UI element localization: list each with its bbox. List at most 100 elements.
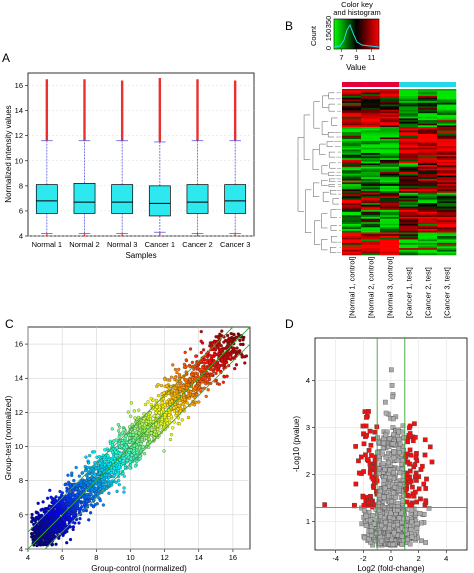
scatter-point [61,520,65,524]
heatmap-cell [399,208,419,211]
scatter-point [127,448,131,452]
heatmap-cell [399,213,419,216]
heatmap-cell [399,230,419,233]
scatter-point [165,399,169,404]
scatter-point [232,336,237,340]
volcano-point [403,523,409,529]
scatter-point [205,360,209,365]
heatmap-cell [380,89,400,92]
scatter-point [115,489,119,493]
volcano-point [389,367,394,373]
volcano-y-tick-label: 4 [306,376,310,385]
heatmap-cell [418,197,438,200]
scatter-point [57,536,61,540]
heatmap-cell [380,147,400,150]
scatter-point [229,339,233,344]
heatmap-cell [380,234,400,237]
scatter-point [137,408,141,412]
heatmap-cell [437,223,457,226]
heatmap-cell [361,211,381,214]
heatmap-cell [418,113,438,116]
scatter-point [91,504,96,509]
volcano-point [405,537,410,542]
scatter-point [120,444,124,448]
scatter-point [198,382,202,386]
heatmap-cell [399,237,419,240]
heatmap-cell [437,95,457,98]
heatmap-cell [380,192,400,195]
heatmap-cell [380,108,400,111]
heatmap-cell [342,97,362,100]
scatter-point [122,428,126,432]
heatmap-cell [342,230,362,233]
scatter-point [183,405,187,409]
scatter-point [110,450,115,455]
scatter-point [90,496,95,500]
scatter-y-tick-label: 12 [15,408,23,417]
volcano-point-significant [413,489,418,495]
volcano-point [389,383,395,388]
scatter-point [47,504,52,508]
heatmap-cell [342,137,362,140]
heatmap-cell [342,108,362,111]
scatter-point [125,445,129,449]
heatmap-cell [380,170,400,173]
volcano-point-significant [372,457,378,463]
heatmap-cell [361,172,381,175]
heatmap-cell [418,99,438,102]
color-key-y-label: Count [309,25,318,46]
heatmap-cell [418,102,438,105]
heatmap-cell [361,156,381,159]
heatmap-cell [342,123,362,126]
scatter-point [173,397,178,401]
scatter-point [126,410,131,414]
heatmap-cell [418,242,438,245]
heatmap-cell [418,246,438,249]
heatmap-cell [399,241,419,244]
heatmap-cell [399,242,419,245]
scatter-point [36,517,40,521]
scatter-point [141,445,145,449]
heatmap-cell [361,229,381,232]
scatter-point [135,450,139,455]
heatmap-cell [418,123,438,126]
heatmap-cell [361,146,381,149]
heatmap-cell [437,140,457,143]
heatmap-cell [437,90,457,93]
heatmap-cell [380,253,400,256]
heatmap-cell [418,135,438,138]
scatter-point [107,491,111,495]
heatmap-cell [361,189,381,192]
heatmap-cell [380,223,400,226]
scatter-point [54,542,58,546]
scatter-point [88,511,93,515]
scatter-x-tick-label: 12 [160,553,168,562]
heatmap-cell [418,173,438,176]
scatter-point [81,500,86,504]
scatter-point [199,388,203,392]
heatmap-cell [418,234,438,237]
scatter-point [48,511,52,515]
boxplot-grid [25,85,254,237]
scatter-point [86,466,90,470]
scatter-point [210,341,214,346]
scatter-point [165,384,169,388]
scatter-point [220,358,224,362]
heatmap-cell [361,251,381,254]
heatmap-cell [342,147,362,150]
scatter-point [96,466,101,470]
scatter-point [232,347,236,351]
heatmap-cell [437,220,457,223]
heatmap-cell [361,239,381,242]
heatmap-cell [399,191,419,194]
heatmap-cell [342,101,362,104]
scatter-point [70,503,74,508]
scatter-point [140,437,144,442]
heatmap-cell [342,206,362,209]
scatter-point [157,407,161,412]
heatmap-cell [361,147,381,150]
heatmap-cell [399,185,419,188]
volcano-point [381,494,387,500]
volcano-point [391,455,397,461]
heatmap-cell [418,249,438,252]
